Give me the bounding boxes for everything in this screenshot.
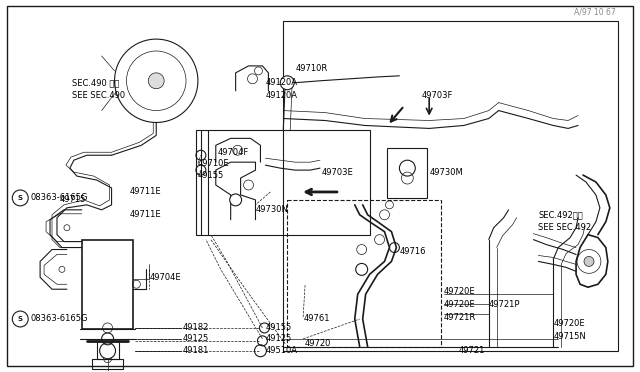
Text: 49721P: 49721P — [489, 299, 520, 309]
Text: 08363-6165G: 08363-6165G — [30, 314, 88, 324]
Bar — [97, 341, 118, 359]
Text: 49720E: 49720E — [444, 299, 476, 309]
Circle shape — [148, 73, 164, 89]
Text: SEC.492参照: SEC.492参照 — [538, 210, 583, 219]
Bar — [92, 359, 124, 369]
Text: 49182: 49182 — [183, 323, 209, 333]
Text: 49704E: 49704E — [149, 273, 181, 282]
Text: 49711E: 49711E — [129, 187, 161, 196]
Text: 49715N: 49715N — [553, 332, 586, 341]
Bar — [387, 148, 427, 198]
Text: 49761: 49761 — [303, 314, 330, 324]
Circle shape — [356, 263, 367, 275]
Text: 49120A: 49120A — [266, 78, 298, 87]
Bar — [284, 21, 618, 351]
Text: 08363-6165G: 08363-6165G — [30, 193, 88, 202]
Text: S: S — [18, 195, 23, 201]
Text: 49703F: 49703F — [421, 91, 452, 100]
Text: 49120A: 49120A — [266, 91, 298, 100]
Text: 49181: 49181 — [183, 346, 209, 355]
Text: SEC.490 参照: SEC.490 参照 — [72, 78, 119, 87]
Text: 49721: 49721 — [459, 346, 485, 355]
Text: 49721R: 49721R — [444, 312, 476, 321]
Circle shape — [230, 194, 241, 206]
Text: 49155: 49155 — [266, 323, 292, 333]
Bar — [82, 240, 133, 329]
Text: 49711E: 49711E — [129, 210, 161, 219]
Text: 49704F: 49704F — [218, 148, 249, 157]
Text: 49710R: 49710R — [295, 64, 328, 73]
Text: S: S — [18, 316, 23, 322]
Text: 49716: 49716 — [399, 247, 426, 256]
Text: 49720: 49720 — [305, 339, 332, 348]
Text: 49125: 49125 — [183, 334, 209, 343]
Text: A/97 10 67: A/97 10 67 — [574, 7, 616, 16]
Text: 49155: 49155 — [198, 171, 224, 180]
Bar — [196, 131, 370, 235]
Text: SEE SEC.492: SEE SEC.492 — [538, 223, 591, 232]
Text: 49703E: 49703E — [322, 168, 354, 177]
Text: 49720E: 49720E — [553, 320, 585, 328]
Text: 49720E: 49720E — [444, 287, 476, 296]
Text: 49715: 49715 — [60, 195, 86, 204]
Circle shape — [280, 76, 294, 90]
Text: 49730M: 49730M — [429, 168, 463, 177]
Circle shape — [100, 343, 116, 359]
Bar — [287, 200, 441, 347]
Circle shape — [584, 256, 594, 266]
Text: 49710E: 49710E — [198, 159, 230, 168]
Text: 49510A: 49510A — [266, 346, 298, 355]
Circle shape — [399, 160, 415, 176]
Text: SEE SEC.490: SEE SEC.490 — [72, 91, 125, 100]
Text: 49125: 49125 — [266, 334, 292, 343]
Text: 49730N: 49730N — [255, 205, 289, 214]
